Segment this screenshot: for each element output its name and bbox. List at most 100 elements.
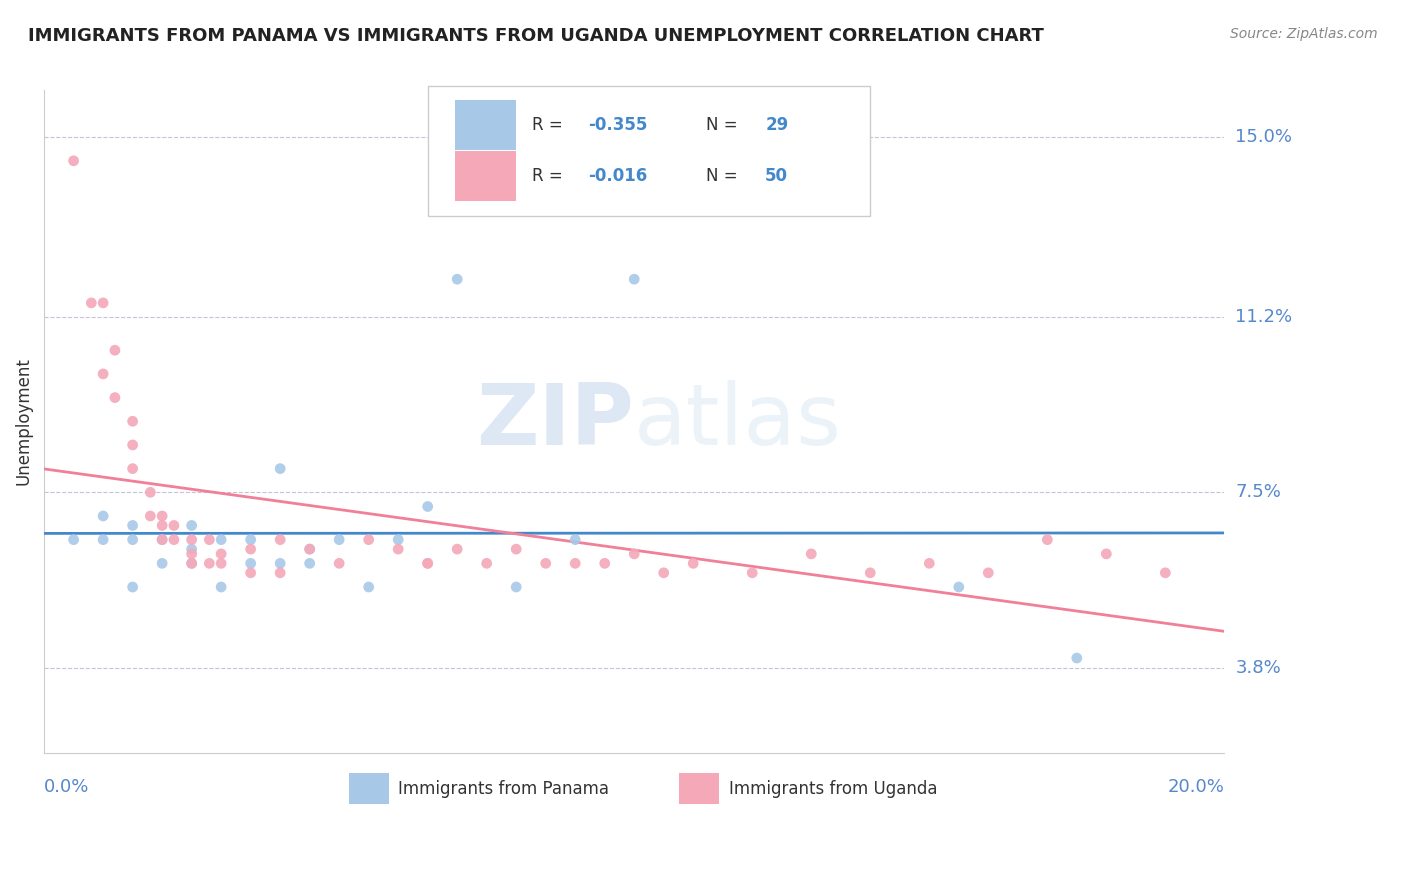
Point	[209, 557, 232, 571]
Point	[741, 566, 763, 580]
Point	[298, 542, 321, 557]
Point	[80, 296, 103, 310]
Point	[328, 557, 350, 571]
Point	[328, 533, 350, 547]
Point	[121, 518, 143, 533]
Text: 15.0%: 15.0%	[1236, 128, 1292, 146]
Point	[534, 557, 557, 571]
Point	[446, 272, 468, 286]
Point	[269, 566, 291, 580]
Point	[269, 557, 291, 571]
Point	[269, 461, 291, 475]
Point	[180, 533, 202, 547]
Point	[682, 557, 704, 571]
Point	[180, 518, 202, 533]
Point	[180, 542, 202, 557]
Point	[416, 500, 439, 514]
Point	[1036, 533, 1059, 547]
Point	[593, 557, 616, 571]
Text: 20.0%: 20.0%	[1167, 778, 1225, 796]
Point	[180, 547, 202, 561]
Text: 29: 29	[765, 116, 789, 134]
Point	[198, 557, 221, 571]
Point	[91, 367, 114, 381]
Point	[652, 566, 675, 580]
Point	[209, 580, 232, 594]
Point	[239, 557, 262, 571]
FancyBboxPatch shape	[454, 151, 516, 201]
Text: 50: 50	[765, 167, 789, 185]
Point	[239, 533, 262, 547]
Point	[623, 547, 645, 561]
Point	[505, 580, 527, 594]
Point	[91, 296, 114, 310]
Text: -0.355: -0.355	[588, 116, 648, 134]
Point	[800, 547, 823, 561]
Point	[91, 508, 114, 523]
Text: N =: N =	[706, 116, 744, 134]
Point	[298, 557, 321, 571]
Text: ZIP: ZIP	[477, 380, 634, 463]
Point	[163, 518, 186, 533]
Point	[416, 557, 439, 571]
Point	[121, 438, 143, 452]
Point	[139, 485, 162, 500]
Point	[298, 542, 321, 557]
Text: -0.016: -0.016	[588, 167, 647, 185]
FancyBboxPatch shape	[679, 773, 720, 804]
Point	[1154, 566, 1177, 580]
Point	[239, 542, 262, 557]
Point	[121, 414, 143, 428]
Point	[209, 547, 232, 561]
Text: atlas: atlas	[634, 380, 842, 463]
Point	[387, 542, 409, 557]
Point	[104, 391, 127, 405]
Point	[357, 580, 380, 594]
Point	[387, 533, 409, 547]
Point	[1095, 547, 1118, 561]
Text: 7.5%: 7.5%	[1236, 483, 1281, 501]
Text: Immigrants from Uganda: Immigrants from Uganda	[728, 780, 938, 798]
Point	[505, 542, 527, 557]
Point	[163, 533, 186, 547]
Text: 11.2%: 11.2%	[1236, 308, 1292, 326]
Point	[150, 533, 173, 547]
FancyBboxPatch shape	[427, 87, 870, 216]
Point	[150, 533, 173, 547]
FancyBboxPatch shape	[454, 100, 516, 150]
Point	[180, 557, 202, 571]
Point	[269, 533, 291, 547]
Point	[180, 557, 202, 571]
Point	[977, 566, 1000, 580]
Point	[91, 533, 114, 547]
Point	[121, 533, 143, 547]
FancyBboxPatch shape	[349, 773, 388, 804]
Point	[150, 557, 173, 571]
Point	[62, 153, 84, 168]
Point	[446, 542, 468, 557]
Point	[859, 566, 882, 580]
Point	[121, 461, 143, 475]
Point	[62, 533, 84, 547]
Point	[139, 508, 162, 523]
Text: N =: N =	[706, 167, 744, 185]
Point	[104, 343, 127, 358]
Point	[623, 272, 645, 286]
Point	[357, 533, 380, 547]
Point	[564, 533, 586, 547]
Point	[948, 580, 970, 594]
Point	[239, 566, 262, 580]
Point	[564, 557, 586, 571]
Text: R =: R =	[531, 167, 568, 185]
Text: Immigrants from Panama: Immigrants from Panama	[398, 780, 609, 798]
Point	[198, 533, 221, 547]
Text: 3.8%: 3.8%	[1236, 658, 1281, 676]
Point	[209, 533, 232, 547]
Point	[918, 557, 941, 571]
Point	[150, 518, 173, 533]
Point	[475, 557, 498, 571]
Point	[150, 508, 173, 523]
Text: IMMIGRANTS FROM PANAMA VS IMMIGRANTS FROM UGANDA UNEMPLOYMENT CORRELATION CHART: IMMIGRANTS FROM PANAMA VS IMMIGRANTS FRO…	[28, 27, 1045, 45]
Text: Source: ZipAtlas.com: Source: ZipAtlas.com	[1230, 27, 1378, 41]
Point	[416, 557, 439, 571]
